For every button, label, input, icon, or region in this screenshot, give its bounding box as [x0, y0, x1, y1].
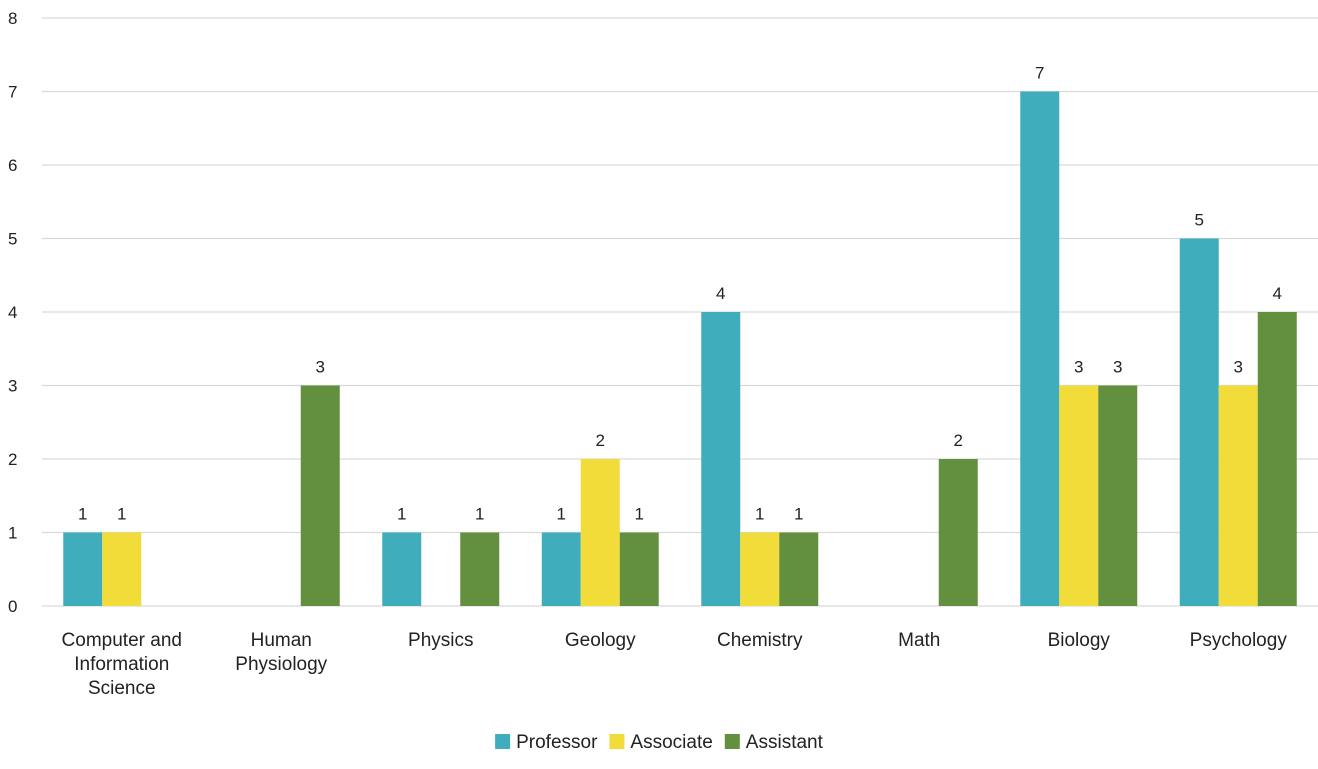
bar-associate [1218, 385, 1258, 606]
legend-label: Assistant [746, 732, 824, 753]
bars [63, 91, 1297, 606]
bar-associate [740, 532, 780, 606]
data-label: 5 [1195, 211, 1204, 230]
bar-professor [1020, 91, 1060, 606]
bar-professor [1179, 238, 1219, 606]
x-category-label: Chemistry [717, 630, 803, 651]
data-label: 1 [475, 505, 484, 524]
y-tick-label: 4 [8, 303, 17, 322]
bar-assistant [619, 532, 659, 606]
data-label: 1 [794, 505, 803, 524]
legend-item-associate: Associate [609, 732, 713, 753]
data-label: 1 [755, 505, 764, 524]
y-tick-label: 8 [8, 9, 17, 28]
y-tick-label: 7 [8, 83, 17, 102]
data-label: 1 [397, 505, 406, 524]
y-tick-label: 0 [8, 597, 17, 616]
data-label: 4 [716, 284, 725, 303]
y-tick-label: 2 [8, 450, 17, 469]
data-label: 4 [1273, 284, 1282, 303]
bar-professor [701, 312, 741, 606]
bar-professor [541, 532, 581, 606]
data-label: 3 [316, 358, 325, 377]
x-category-label: Computer and Information Science [62, 630, 182, 699]
bar-associate [102, 532, 142, 606]
y-axis-tick-labels: 0 1 2 3 4 5 6 7 8 [8, 9, 17, 616]
x-category-label: Biology [1048, 630, 1111, 651]
legend: Professor Associate Assistant [495, 732, 824, 753]
bar-assistant [460, 532, 500, 606]
data-label: 7 [1035, 64, 1044, 83]
bar-professor [63, 532, 103, 606]
y-tick-label: 5 [8, 230, 17, 249]
legend-item-assistant: Assistant [724, 732, 824, 753]
y-tick-label: 3 [8, 377, 17, 396]
data-label: 3 [1113, 358, 1122, 377]
data-label: 3 [1234, 358, 1243, 377]
data-label: 3 [1074, 358, 1083, 377]
bar-assistant [1098, 385, 1138, 606]
y-tick-label: 6 [8, 156, 17, 175]
x-category-label: Physics [408, 630, 473, 651]
legend-label: Professor [516, 732, 598, 753]
x-axis-category-labels: Computer and Information Science Human Physi… [62, 630, 1288, 699]
x-category-label: Human Physiology [235, 630, 327, 675]
data-labels: 1 1 3 1 1 1 2 1 4 1 1 2 7 3 3 5 3 4 [78, 64, 1282, 524]
legend-label: Associate [630, 732, 712, 753]
x-category-label: Psychology [1190, 630, 1288, 651]
data-label: 2 [954, 431, 963, 450]
bar-associate [580, 459, 620, 606]
data-label: 1 [635, 505, 644, 524]
legend-swatch [495, 734, 511, 749]
legend-swatch [724, 734, 740, 749]
data-label: 1 [117, 505, 126, 524]
bar-assistant [779, 532, 819, 606]
bar-assistant [1257, 312, 1297, 606]
bar-professor [382, 532, 422, 606]
legend-swatch [609, 734, 625, 749]
grid-lines [42, 17, 1318, 607]
y-tick-label: 1 [8, 524, 17, 543]
bar-associate [1059, 385, 1099, 606]
data-label: 1 [557, 505, 566, 524]
x-category-label: Geology [565, 630, 636, 651]
bar-assistant [300, 385, 340, 606]
data-label: 1 [78, 505, 87, 524]
x-category-label: Math [898, 630, 940, 651]
data-label: 2 [596, 431, 605, 450]
legend-item-professor: Professor [495, 732, 598, 753]
bar-assistant [938, 459, 978, 606]
